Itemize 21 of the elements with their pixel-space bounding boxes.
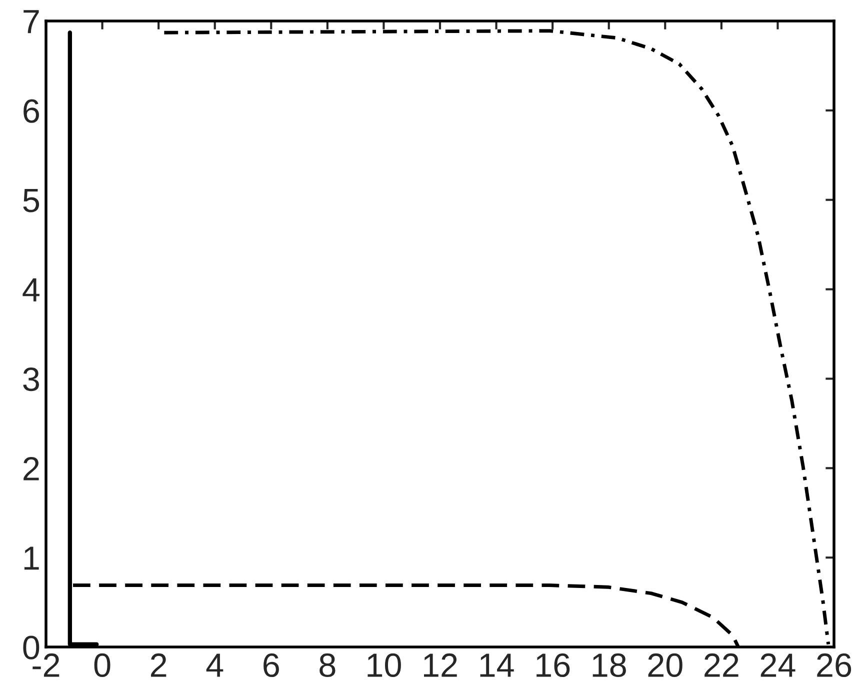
x-tick-label: 26 <box>817 653 852 678</box>
x-tick-label: 24 <box>760 653 796 677</box>
x-tick-label: 16 <box>536 653 570 678</box>
y-tick-label: 2 <box>24 456 39 480</box>
x-tick-label: 4 <box>206 654 224 677</box>
y-tick-label: 7 <box>24 10 39 34</box>
x-tick-label: 14 <box>480 654 514 677</box>
x-tick-label: 2 <box>150 653 166 677</box>
x-tick-label: 6 <box>264 653 279 678</box>
x-tick-label: 12 <box>424 653 457 677</box>
y-tick-label: 6 <box>24 99 39 123</box>
y-tick-label: 4 <box>22 278 40 302</box>
x-tick-label: 0 <box>94 653 110 678</box>
y-tick-label: 1 <box>24 546 39 570</box>
y-tick-label: 3 <box>23 368 39 392</box>
x-tick-label: 20 <box>648 653 682 678</box>
y-tick-label: 5 <box>23 189 40 212</box>
x-tick-label: 18 <box>592 653 626 678</box>
x-tick-label: 8 <box>320 653 336 678</box>
x-tick-label: 10 <box>368 653 401 678</box>
x-tick-label: 22 <box>704 653 738 677</box>
